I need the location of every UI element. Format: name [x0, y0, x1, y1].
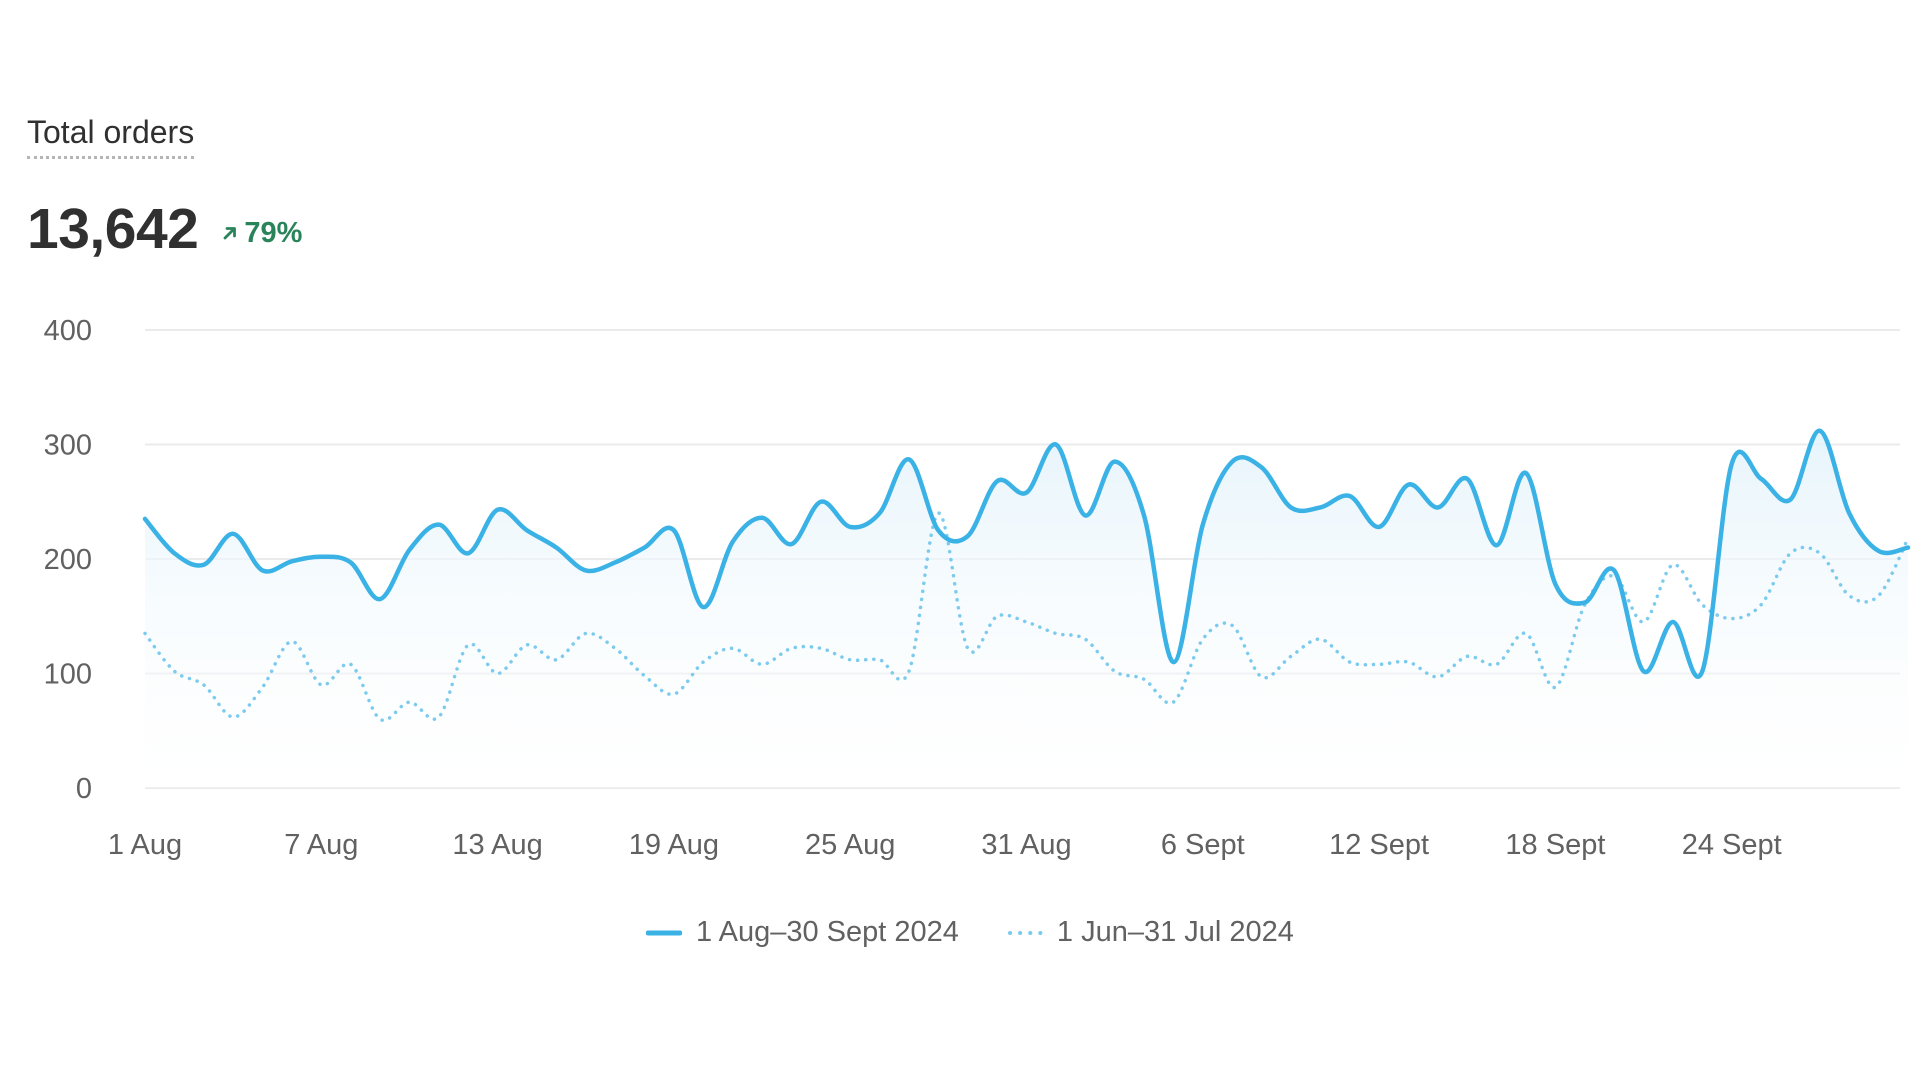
chart-legend: 1 Aug–30 Sept 2024 1 Jun–31 Jul 2024	[0, 916, 1920, 949]
x-tick-label: 25 Aug	[805, 829, 895, 861]
legend-label-current: 1 Aug–30 Sept 2024	[696, 916, 959, 948]
metric-change-value: 79%	[244, 216, 303, 249]
legend-label-previous: 1 Jun–31 Jul 2024	[1056, 916, 1294, 948]
y-axis: 0 100 200 300 400	[44, 315, 92, 805]
y-tick-label: 200	[44, 544, 92, 576]
x-tick-label: 19 Aug	[629, 829, 719, 861]
metric-value: 13,642	[27, 197, 199, 261]
chart-series	[142, 428, 1911, 788]
y-tick-label: 0	[76, 773, 92, 805]
solid-line-swatch-icon	[646, 930, 683, 935]
x-tick-label: 6 Sept	[1161, 829, 1245, 861]
x-axis: 1 Aug 7 Aug 13 Aug 19 Aug 25 Aug 31 Aug 6 Sept…	[108, 829, 1782, 861]
dotted-line-swatch-icon	[1007, 930, 1043, 935]
series-previous-line	[143, 511, 1910, 723]
metric-title[interactable]: Total orders	[27, 110, 195, 159]
y-tick-label: 300	[44, 430, 92, 462]
legend-item-previous[interactable]: 1 Jun–31 Jul 2024	[1007, 916, 1294, 949]
metric-row: 13,642 79%	[27, 196, 302, 262]
y-tick-label: 100	[44, 659, 92, 691]
x-tick-label: 13 Aug	[452, 829, 542, 861]
orders-line-chart[interactable]: 0 100 200 300 400 1 Aug 7 Aug 13 Aug 19 Aug 25 A…	[0, 0, 1920, 900]
legend-item-current[interactable]: 1 Aug–30 Sept 2024	[646, 916, 959, 949]
metric-change-badge: 79%	[220, 217, 302, 250]
x-tick-label: 7 Aug	[284, 829, 358, 861]
y-tick-label: 400	[44, 315, 92, 347]
arrow-up-right-icon	[223, 227, 237, 240]
x-tick-label: 12 Sept	[1329, 829, 1429, 861]
x-tick-label: 1 Aug	[108, 829, 182, 861]
x-tick-label: 24 Sept	[1682, 829, 1782, 861]
x-tick-label: 31 Aug	[981, 829, 1071, 861]
series-current-area	[145, 430, 1908, 788]
series-current-line	[142, 428, 1911, 679]
x-tick-label: 18 Sept	[1505, 829, 1605, 861]
